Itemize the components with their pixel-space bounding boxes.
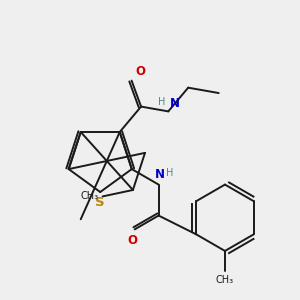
Text: N: N (169, 97, 179, 110)
Text: O: O (128, 234, 137, 247)
Text: O: O (135, 65, 145, 78)
Text: H: H (158, 97, 165, 107)
Text: N: N (155, 168, 165, 181)
Text: S: S (95, 196, 105, 209)
Text: CH₃: CH₃ (216, 275, 234, 285)
Text: H: H (166, 168, 174, 178)
Text: CH₃: CH₃ (80, 191, 98, 201)
